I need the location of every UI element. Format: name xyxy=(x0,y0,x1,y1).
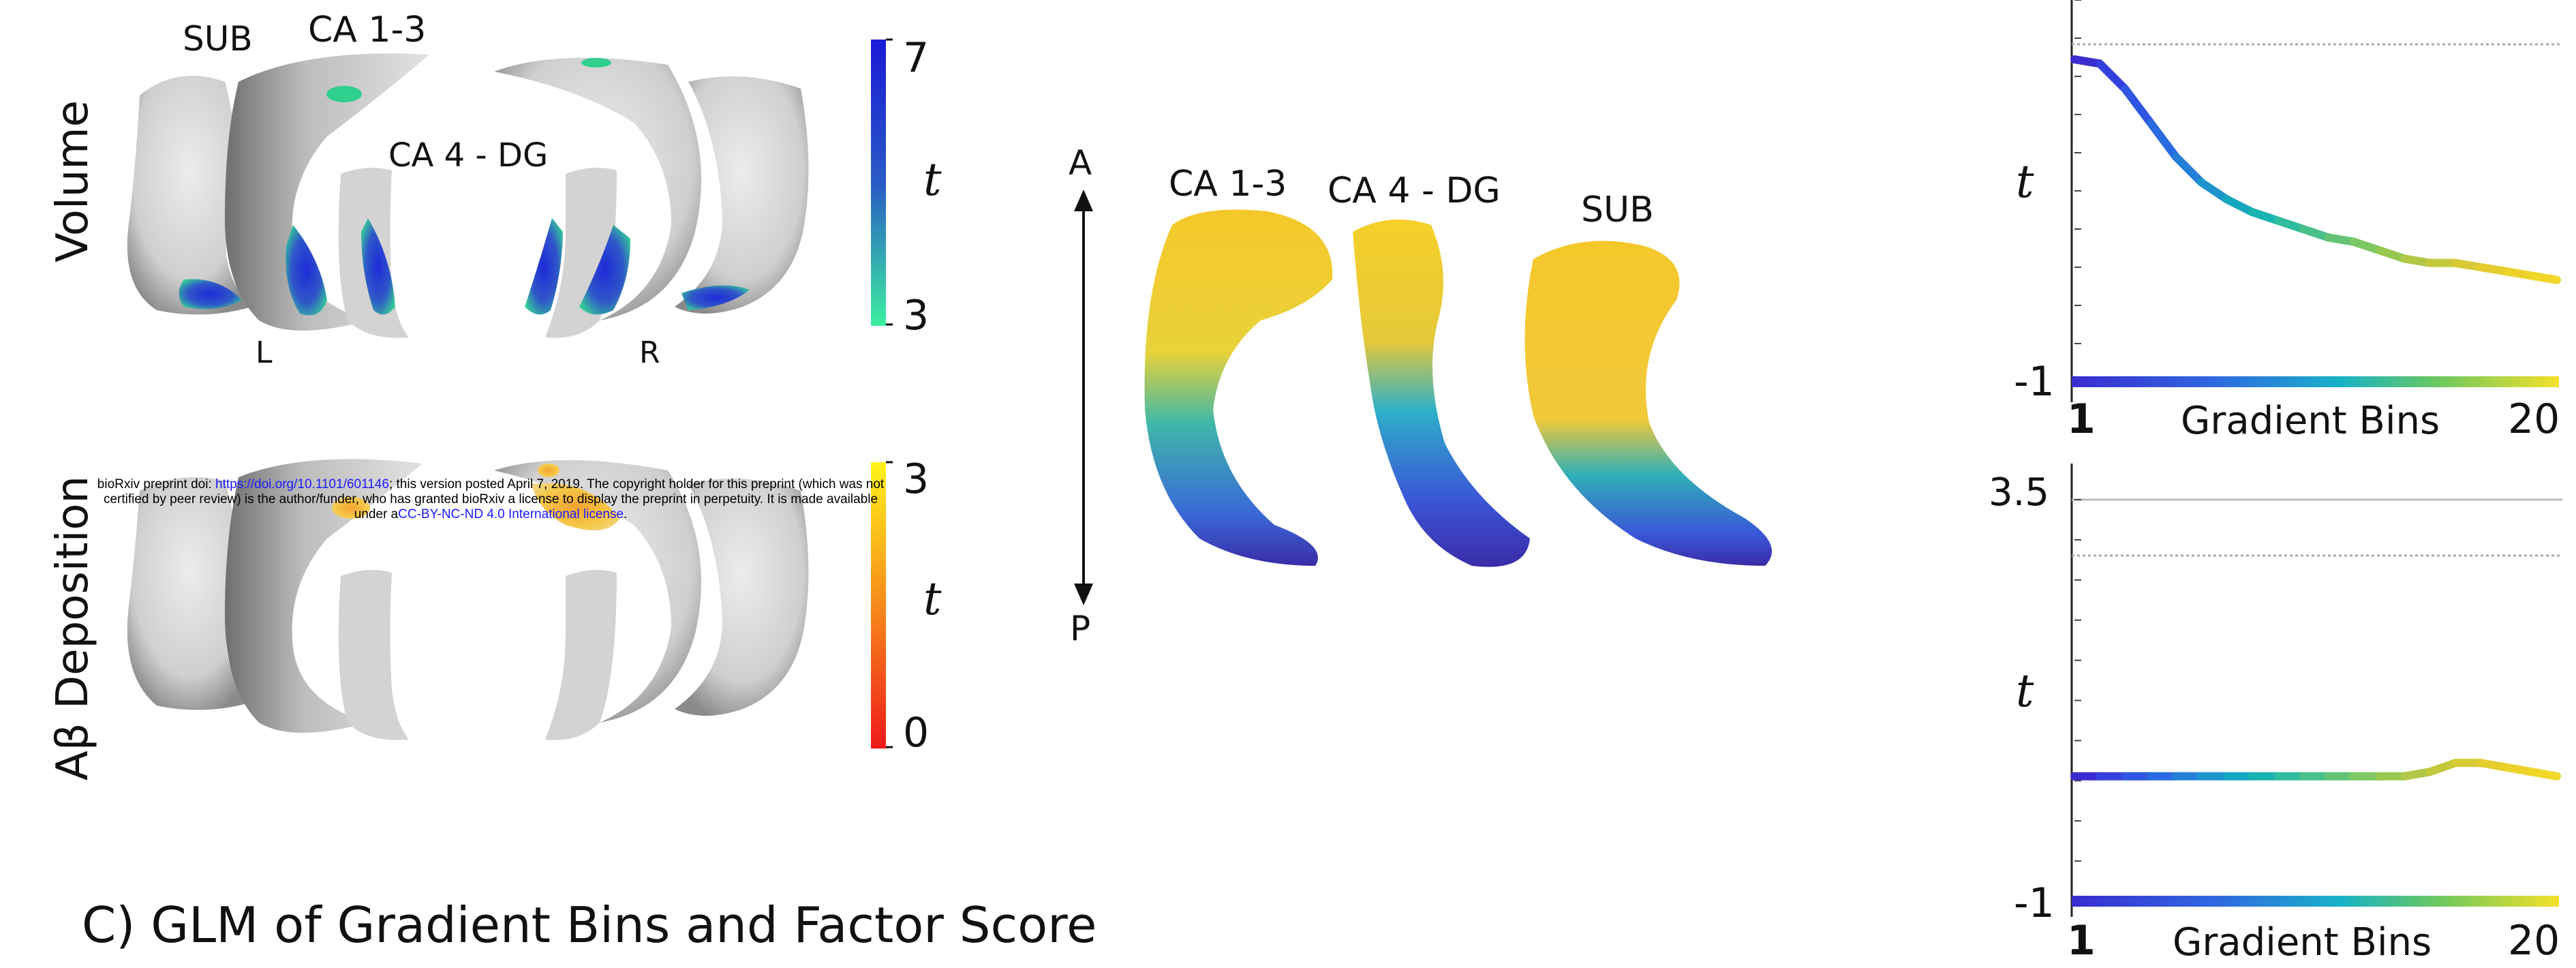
chart1-line-segment xyxy=(2400,254,2434,267)
chart1-line-segment xyxy=(2096,59,2130,93)
label-sub: SUB xyxy=(183,19,253,59)
chart1-line-segment xyxy=(2375,246,2409,263)
notice-line2: certified by peer review) is the author/… xyxy=(103,492,878,506)
chart2-line-segment xyxy=(2477,759,2511,772)
middle-label-ca13: CA 1-3 xyxy=(1169,164,1287,205)
chart1-line-segment xyxy=(2477,263,2511,276)
notice-line3-suffix: . xyxy=(624,507,628,521)
notice-license-link[interactable]: CC-BY-NC-ND 4.0 International license xyxy=(398,507,624,521)
colorbar-amyloid xyxy=(871,461,893,748)
chart1-line-segment xyxy=(2222,195,2256,217)
chart1-line-segment xyxy=(2324,233,2358,246)
axis-arrow-ap xyxy=(1074,190,1093,605)
chart2-xtick-first: 1 xyxy=(2067,917,2096,965)
axis-label-a: A xyxy=(1069,143,1092,183)
colorbar-volume-symbol: t xyxy=(923,153,942,206)
chart2-axes xyxy=(2070,464,2562,917)
notice-doi-link[interactable]: https://doi.org/10.1101/601146 xyxy=(215,477,389,491)
notice-prefix: bioRxiv preprint doi: xyxy=(97,477,215,491)
chart2-line-segment xyxy=(2502,763,2536,776)
chart2-ylabel: t xyxy=(2016,665,2034,717)
chart2-xlabel: Gradient Bins xyxy=(2173,920,2432,965)
label-ca4dg: CA 4 - DG xyxy=(388,136,549,175)
chart1-ytick-min: -1 xyxy=(2014,358,2055,406)
label-left: L xyxy=(256,335,273,370)
chart2-y-ticks xyxy=(2074,499,2081,902)
notice-line1-rest: ; this version posted April 7, 2019. The… xyxy=(388,477,885,491)
chart1-line-segment xyxy=(2070,55,2104,68)
chart1-line-segment xyxy=(2273,216,2307,233)
chart1-line-segment xyxy=(2146,119,2181,162)
chart1-xtick-first: 1 xyxy=(2067,395,2096,443)
colorbar-amyloid-max: 3 xyxy=(903,455,930,503)
chart1-line-segment xyxy=(2197,178,2231,204)
chart2-line-segment xyxy=(2400,768,2434,781)
chart1-xtick-last: 20 xyxy=(2508,395,2560,443)
chart1-line-segment xyxy=(2451,258,2485,271)
chart1-xlabel: Gradient Bins xyxy=(2181,399,2440,443)
chart2-colorbar xyxy=(2072,896,2559,907)
chart1-line-segment xyxy=(2299,225,2333,242)
chart1-line-segment xyxy=(2349,237,2384,255)
colorbar-amyloid-symbol: t xyxy=(923,573,942,625)
middle-label-ca4dg: CA 4 - DG xyxy=(1328,170,1501,211)
chart1-ylabel: t xyxy=(2016,155,2034,208)
chart1-colorbar xyxy=(2072,376,2559,387)
chart1-line-segment xyxy=(2172,153,2206,187)
chart1-line-segment xyxy=(2527,271,2561,284)
chart2-line-segment xyxy=(2527,768,2561,781)
notice-line3-prefix: under a xyxy=(354,507,399,521)
chart1-axes xyxy=(2070,0,2562,402)
arrow-down-icon xyxy=(1074,584,1093,605)
chart1-y-ticks xyxy=(2074,0,2081,382)
chart2-ytick-min: -1 xyxy=(2014,879,2055,927)
middle-label-sub: SUB xyxy=(1581,190,1654,230)
chart2-series xyxy=(2070,759,2561,781)
chart2-ytick-max: 3.5 xyxy=(1989,470,2050,515)
colorbar-volume-max: 7 xyxy=(903,34,930,82)
colorbar-volume-min: 3 xyxy=(903,292,930,339)
colorbar-amyloid-min: 0 xyxy=(903,709,930,757)
section-title: C) GLM of Gradient Bins and Factor Score xyxy=(82,896,1097,954)
chart2-line-segment xyxy=(2425,759,2459,776)
chart1-line-segment xyxy=(2502,267,2536,280)
axis-label-p: P xyxy=(1070,609,1091,648)
chart1-line-segment xyxy=(2248,208,2282,225)
chart1-line-segment xyxy=(2121,85,2155,127)
label-right: R xyxy=(639,335,660,370)
label-ca13: CA 1-3 xyxy=(308,10,427,50)
arrow-up-icon xyxy=(1074,190,1093,211)
chart1-series xyxy=(2070,55,2561,284)
chart2-xtick-last: 20 xyxy=(2508,917,2560,965)
colorbar-volume xyxy=(871,38,893,326)
preprint-notice: bioRxiv preprint doi: https://doi.org/10… xyxy=(0,477,981,522)
